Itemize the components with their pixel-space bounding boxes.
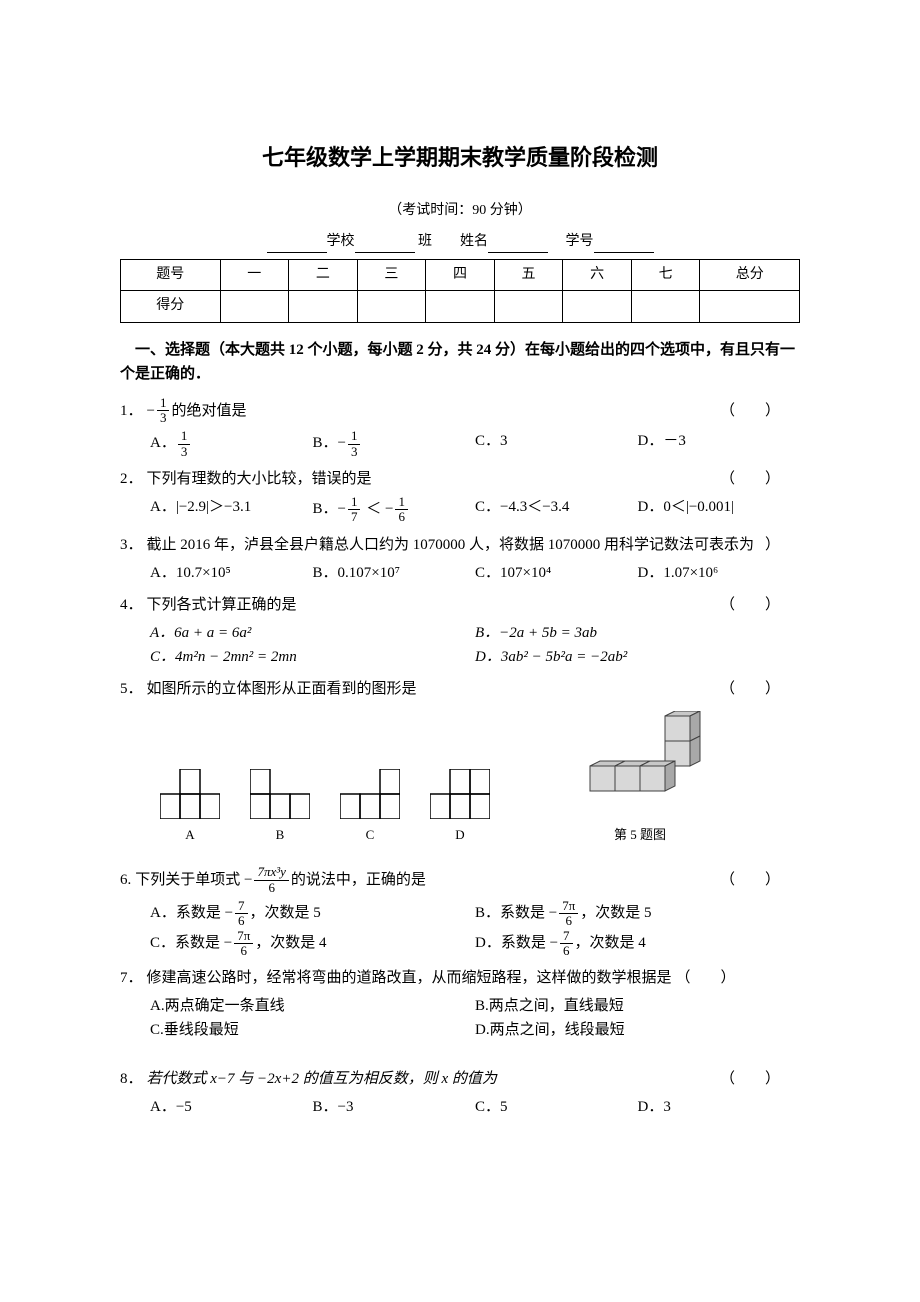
option-d-shape: D — [430, 769, 490, 846]
option-c-shape: C — [340, 769, 400, 846]
question-6: 6. 下列关于单项式 − 7πx³y6 的说法中，正确的是 （ ） A．系数是 … — [120, 865, 800, 958]
cube-figure: 第 5 题图 — [570, 711, 710, 846]
question-1: 1． − 13 的绝对值是 （ ） A．13 B．−13 C．3 D．－3 — [120, 396, 800, 459]
section-1-header: 一、选择题（本大题共 12 个小题，每小题 2 分，共 24 分）在每小题给出的… — [120, 338, 800, 386]
exam-time: （考试时间：90 分钟） — [120, 200, 800, 222]
question-8: 8． 若代数式 x−7 与 −2x+2 的值互为相反数，则 x 的值为 （ ） … — [120, 1067, 800, 1119]
option-a-shape: A — [160, 769, 220, 846]
option-b-shape: B — [250, 769, 310, 846]
question-3: 3．截止 2016 年，泸县全县户籍总人口约为 1070000 人，将数据 10… — [120, 533, 800, 585]
question-2: 2． 下列有理数的大小比较，错误的是 （ ） A．|−2.9|＞−3.1 B．−… — [120, 467, 800, 525]
question-7: 7．修建高速公路时，经常将弯曲的道路改直，从而缩短路程，这样做的数学根据是（ ）… — [120, 966, 800, 1042]
info-line: 学校 班 姓名 学号 — [120, 231, 800, 253]
page-title: 七年级数学上学期期末教学质量阶段检测 — [120, 140, 800, 175]
score-table: 题号一二 三四五 六七总分 得分 — [120, 259, 800, 323]
question-5: 5． 如图所示的立体图形从正面看到的图形是 （ ） A B — [120, 677, 800, 846]
question-4: 4． 下列各式计算正确的是 （ ） A．6a + a = 6a² B．−2a +… — [120, 593, 800, 669]
